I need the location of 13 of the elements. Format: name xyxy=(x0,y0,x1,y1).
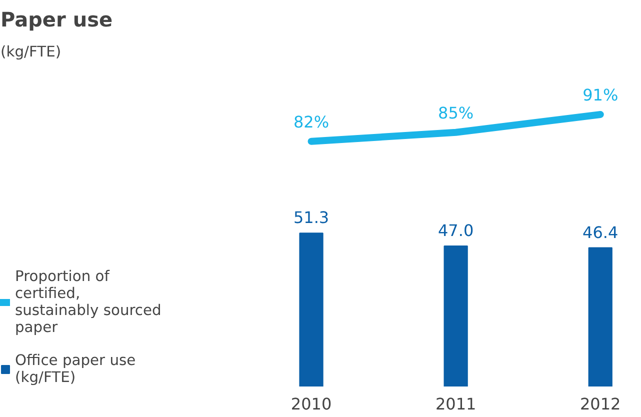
data-label: 46.4 xyxy=(582,222,618,242)
data-label: 85% xyxy=(438,103,474,122)
data-label: 47.0 xyxy=(438,221,474,240)
legend-label: Proportion of certified, sustainably sourced paper xyxy=(15,268,162,336)
x-tick-label: 2010 xyxy=(290,394,332,414)
text: Paper use xyxy=(0,8,113,32)
data-label: 82% xyxy=(293,112,330,132)
legend-label: Office paper use (kg/FTE) xyxy=(15,352,136,386)
x-tick-label: 2012 xyxy=(580,394,621,414)
x-tick-label: 2011 xyxy=(435,394,476,414)
data-label: 51.3 xyxy=(293,208,330,228)
text: (kg/FTE) xyxy=(0,44,62,60)
data-label: 91% xyxy=(582,85,618,104)
